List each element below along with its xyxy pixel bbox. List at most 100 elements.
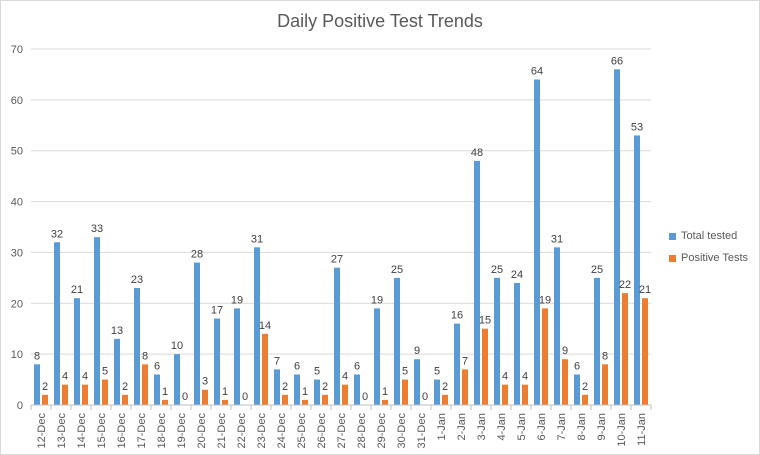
x-tick-label: 16-Dec	[116, 413, 128, 449]
y-tick-label: 30	[11, 247, 23, 259]
data-label-total-tested: 7	[274, 355, 280, 367]
legend-item-total-tested[interactable]: Total tested	[669, 225, 748, 247]
bar-positive-tests	[542, 308, 548, 405]
bar-total-tested	[614, 69, 620, 405]
x-tick-label: 3-Jan	[476, 413, 488, 441]
data-label-total-tested: 28	[191, 249, 203, 261]
data-label-total-tested: 21	[71, 284, 83, 296]
bar-positive-tests	[82, 384, 88, 405]
data-label-positive-tests: 1	[222, 386, 228, 398]
data-label-positive-tests: 4	[342, 371, 348, 383]
bar-positive-tests	[202, 389, 208, 405]
bar-total-tested	[494, 277, 500, 405]
data-label-positive-tests: 5	[402, 366, 408, 378]
data-label-positive-tests: 0	[362, 391, 368, 403]
bar-positive-tests	[642, 298, 648, 405]
data-label-positive-tests: 21	[639, 284, 651, 296]
data-label-positive-tests: 4	[82, 371, 88, 383]
bar-total-tested	[74, 298, 80, 405]
data-label-total-tested: 66	[611, 55, 623, 67]
legend: Total tested Positive Tests	[669, 225, 748, 269]
bar-positive-tests	[622, 293, 628, 405]
legend-label-positive-tests: Positive Tests	[681, 252, 749, 264]
x-tick-label: 6-Jan	[536, 413, 548, 441]
x-tick-label: 24-Dec	[276, 413, 288, 449]
data-label-positive-tests: 1	[382, 386, 388, 398]
bar-total-tested	[414, 359, 420, 405]
data-label-total-tested: 25	[491, 264, 503, 276]
bar-positive-tests	[402, 379, 408, 405]
bar-total-tested	[274, 369, 280, 405]
data-label-total-tested: 6	[154, 360, 160, 372]
data-label-total-tested: 31	[551, 233, 563, 245]
data-label-total-tested: 16	[451, 310, 463, 322]
x-tick-label: 9-Jan	[596, 413, 608, 441]
data-label-positive-tests: 4	[62, 371, 68, 383]
data-label-total-tested: 10	[171, 340, 183, 352]
data-label-total-tested: 48	[471, 147, 483, 159]
data-label-positive-tests: 1	[302, 386, 308, 398]
bar-total-tested	[294, 374, 300, 405]
data-label-positive-tests: 7	[462, 355, 468, 367]
bar-total-tested	[534, 79, 540, 405]
data-label-total-tested: 5	[434, 366, 440, 378]
data-label-positive-tests: 22	[619, 279, 631, 291]
x-tick-label: 21-Dec	[216, 413, 228, 449]
bar-total-tested	[554, 247, 560, 405]
x-tick-label: 25-Dec	[296, 413, 308, 449]
data-label-positive-tests: 2	[442, 381, 448, 393]
bar-total-tested	[134, 288, 140, 405]
legend-item-positive-tests[interactable]: Positive Tests	[669, 247, 748, 269]
bar-total-tested	[434, 379, 440, 405]
data-label-total-tested: 27	[331, 254, 343, 266]
data-label-total-tested: 9	[414, 345, 420, 357]
data-label-total-tested: 6	[294, 360, 300, 372]
chart-title: Daily Positive Test Trends	[277, 11, 483, 31]
bar-positive-tests	[582, 394, 588, 405]
bar-positive-tests	[142, 364, 148, 405]
data-label-positive-tests: 4	[522, 371, 528, 383]
data-label-positive-tests: 2	[122, 381, 128, 393]
data-label-positive-tests: 0	[182, 391, 188, 403]
x-tick-label: 28-Dec	[356, 413, 368, 449]
bar-positive-tests	[282, 394, 288, 405]
data-label-total-tested: 31	[251, 233, 263, 245]
data-label-total-tested: 6	[574, 360, 580, 372]
x-tick-label: 4-Jan	[496, 413, 508, 441]
bar-positive-tests	[502, 384, 508, 405]
bar-total-tested	[374, 308, 380, 405]
bar-positive-tests	[162, 399, 168, 405]
data-label-positive-tests: 2	[42, 381, 48, 393]
data-label-total-tested: 25	[591, 264, 603, 276]
data-label-total-tested: 64	[531, 66, 543, 78]
data-label-positive-tests: 5	[102, 366, 108, 378]
bar-positive-tests	[102, 379, 108, 405]
bar-positive-tests	[382, 399, 388, 405]
x-tick-label: 18-Dec	[156, 413, 168, 449]
legend-swatch-positive-tests	[669, 254, 676, 262]
bar-total-tested	[214, 318, 220, 405]
x-tick-label: 22-Dec	[236, 413, 248, 449]
bar-total-tested	[394, 277, 400, 405]
bar-total-tested	[234, 308, 240, 405]
bar-total-tested	[594, 277, 600, 405]
data-label-positive-tests: 2	[582, 381, 588, 393]
data-label-positive-tests: 15	[479, 315, 491, 327]
bar-positive-tests	[522, 384, 528, 405]
data-label-positive-tests: 3	[202, 376, 208, 388]
x-tick-label: 30-Dec	[396, 413, 408, 449]
y-tick-label: 70	[11, 44, 23, 56]
x-tick-label: 27-Dec	[336, 413, 348, 449]
x-tick-label: 15-Dec	[96, 413, 108, 449]
bar-positive-tests	[262, 333, 268, 405]
bar-total-tested	[574, 374, 580, 405]
bar-total-tested	[94, 237, 100, 405]
data-label-total-tested: 53	[631, 121, 643, 133]
bar-positive-tests	[602, 364, 608, 405]
x-tick-label: 19-Dec	[176, 413, 188, 449]
data-label-total-tested: 33	[91, 223, 103, 235]
bar-total-tested	[314, 379, 320, 405]
y-tick-label: 50	[11, 146, 23, 158]
data-label-positive-tests: 0	[422, 391, 428, 403]
